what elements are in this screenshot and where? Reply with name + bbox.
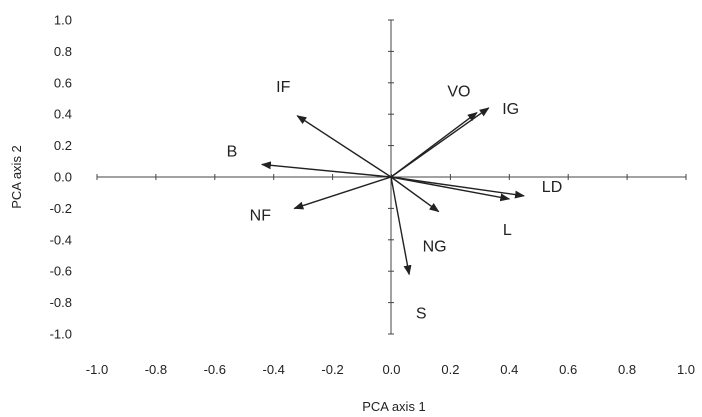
vector-ld-arrow xyxy=(390,176,526,199)
vector-nf-label: NF xyxy=(250,207,272,224)
vector-nf-arrow xyxy=(293,176,392,210)
y-tick-label: -0.2 xyxy=(50,201,72,216)
x-tick-label: -0.2 xyxy=(321,362,343,377)
y-tick-label: -0.4 xyxy=(50,232,72,247)
vector-l-label: L xyxy=(503,222,512,239)
vector-if-label: IF xyxy=(276,79,290,96)
y-tick-label: -0.6 xyxy=(50,264,72,279)
x-tick-label: 0.0 xyxy=(382,362,400,377)
y-tick-label: 0.8 xyxy=(54,44,72,59)
vector-s-label: S xyxy=(416,305,427,322)
y-tick-label: 0.4 xyxy=(54,107,72,122)
vector-b-label: B xyxy=(227,143,238,160)
x-tick-label: 1.0 xyxy=(677,362,695,377)
vector-b-arrow xyxy=(260,161,392,178)
x-axis-ticks: -1.0 -0.8 -0.6 -0.4 -0.2 0.0 0.2 0.4 0.6 0.8 1.0 xyxy=(86,174,695,377)
vector-s-arrow xyxy=(390,176,412,276)
y-tick-label: 0.2 xyxy=(54,138,72,153)
vector-labels: IF B NF VO IG LD L NG S xyxy=(227,79,563,323)
vector-ld-label: LD xyxy=(542,179,562,196)
vector-vo-label: VO xyxy=(447,84,470,101)
x-tick-label: 0.6 xyxy=(559,362,577,377)
x-tick-label: -0.4 xyxy=(262,362,284,377)
y-tick-label: -1.0 xyxy=(50,327,72,342)
y-tick-label: 0.0 xyxy=(54,170,72,185)
vector-l-arrow xyxy=(390,176,511,202)
x-tick-label: 0.2 xyxy=(441,362,459,377)
vector-if-arrow xyxy=(296,115,392,178)
y-tick-label: -0.8 xyxy=(50,295,72,310)
x-tick-label: 0.8 xyxy=(618,362,636,377)
vector-ig-arrow xyxy=(390,107,490,178)
y-tick-label: 1.0 xyxy=(54,13,72,28)
vector-ig-label: IG xyxy=(502,101,519,118)
y-tick-label: 0.6 xyxy=(54,75,72,90)
x-tick-label: 0.4 xyxy=(500,362,518,377)
x-tick-label: -1.0 xyxy=(86,362,108,377)
y-axis-title: PCA axis 2 xyxy=(9,145,24,209)
x-tick-label: -0.6 xyxy=(204,362,226,377)
vector-ng-label: NG xyxy=(423,239,447,256)
vector-ng-arrow xyxy=(390,176,440,213)
x-tick-label: -0.8 xyxy=(145,362,167,377)
x-axis-title: PCA axis 1 xyxy=(362,399,426,414)
loading-vectors xyxy=(260,107,526,276)
y-axis-ticks: 1.0 0.8 0.6 0.4 0.2 0.0 -0.2 -0.4 -0.6 -0.8 -1.0 xyxy=(50,13,394,342)
